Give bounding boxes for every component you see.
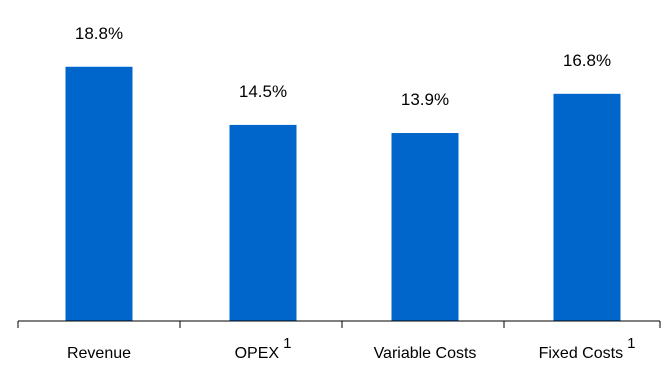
bar-3 [391, 133, 459, 321]
footnote-marker: 1 [627, 335, 635, 352]
value-label-3: 13.9% [401, 90, 449, 109]
category-label-2: OPEX1 [235, 335, 292, 362]
bar-1 [65, 66, 133, 321]
value-label-1: 18.8% [75, 24, 123, 43]
category-label-4: Fixed Costs1 [539, 335, 636, 362]
category-label-1: Revenue [67, 345, 131, 362]
bar-2 [229, 124, 297, 321]
footnote-marker: 1 [283, 335, 291, 352]
category-label-3: Variable Costs [374, 345, 477, 362]
value-label-2: 14.5% [239, 82, 287, 101]
category-name: Revenue [67, 345, 131, 362]
category-name: Variable Costs [374, 345, 477, 362]
category-name: Fixed Costs [539, 345, 623, 362]
bar-4 [553, 93, 621, 321]
category-name: OPEX [235, 345, 280, 362]
value-label-4: 16.8% [563, 51, 611, 70]
